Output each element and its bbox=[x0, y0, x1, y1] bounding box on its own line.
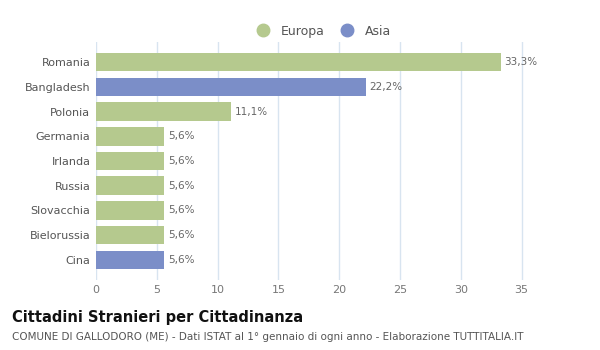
Bar bbox=[96, 201, 164, 220]
Bar bbox=[96, 226, 164, 244]
Text: Cittadini Stranieri per Cittadinanza: Cittadini Stranieri per Cittadinanza bbox=[12, 310, 303, 325]
Text: 5,6%: 5,6% bbox=[168, 156, 194, 166]
Bar bbox=[96, 53, 501, 71]
Bar bbox=[96, 251, 164, 269]
Text: 5,6%: 5,6% bbox=[168, 131, 194, 141]
Text: 5,6%: 5,6% bbox=[168, 181, 194, 191]
Text: 33,3%: 33,3% bbox=[505, 57, 538, 67]
Bar bbox=[96, 127, 164, 146]
Text: 5,6%: 5,6% bbox=[168, 230, 194, 240]
Bar bbox=[96, 78, 366, 96]
Text: 11,1%: 11,1% bbox=[235, 106, 268, 117]
Bar bbox=[96, 176, 164, 195]
Text: COMUNE DI GALLODORO (ME) - Dati ISTAT al 1° gennaio di ogni anno - Elaborazione : COMUNE DI GALLODORO (ME) - Dati ISTAT al… bbox=[12, 332, 523, 342]
Legend: Europa, Asia: Europa, Asia bbox=[246, 20, 396, 43]
Text: 5,6%: 5,6% bbox=[168, 205, 194, 216]
Text: 22,2%: 22,2% bbox=[370, 82, 403, 92]
Bar bbox=[96, 102, 231, 121]
Bar bbox=[96, 152, 164, 170]
Text: 5,6%: 5,6% bbox=[168, 255, 194, 265]
